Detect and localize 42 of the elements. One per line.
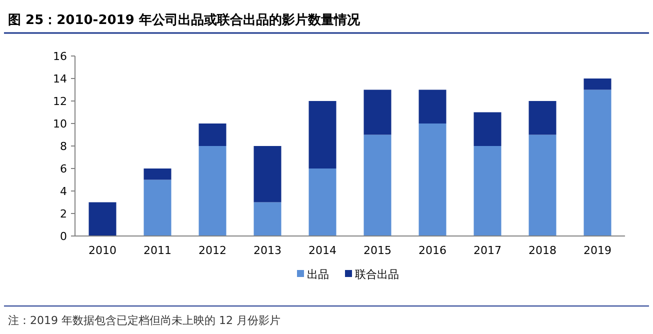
x-tick-label: 2014 [308, 244, 336, 257]
y-tick-label: 4 [60, 185, 67, 198]
y-tick-label: 0 [60, 230, 67, 243]
legend-label: 联合出品 [355, 268, 399, 281]
x-tick-label: 2015 [364, 244, 392, 257]
bar [144, 180, 172, 236]
y-tick-label: 14 [53, 72, 67, 86]
legend-label: 出品 [307, 268, 329, 281]
bar [418, 90, 446, 124]
x-tick-label: 2017 [474, 244, 502, 257]
bar [254, 202, 282, 236]
bar [308, 168, 336, 236]
bar [198, 124, 226, 146]
bar [528, 101, 556, 135]
x-tick-label: 2019 [584, 244, 612, 257]
bar [584, 90, 612, 236]
bar [418, 124, 446, 236]
bar [254, 146, 282, 202]
y-tick-label: 2 [60, 208, 67, 220]
chart-title: 图 25：2010-2019 年公司出品或联合出品的影片数量情况 [8, 12, 361, 28]
y-tick-label: 10 [53, 118, 67, 130]
x-tick-label: 2010 [88, 244, 116, 257]
bar [144, 168, 172, 180]
bar [308, 101, 336, 168]
x-tick-label: 2016 [418, 244, 446, 257]
bar [474, 112, 502, 146]
x-tick-label: 2011 [144, 244, 172, 257]
x-tick-label: 2018 [528, 244, 556, 257]
x-tick-label: 2012 [198, 244, 226, 257]
x-tick-label: 2013 [254, 244, 282, 257]
y-tick-label: 6 [60, 162, 67, 176]
bar [198, 146, 226, 236]
y-tick-label: 8 [60, 140, 67, 153]
y-tick-label: 12 [53, 95, 67, 108]
bar [474, 146, 502, 236]
bar [88, 202, 116, 236]
bar [364, 90, 392, 135]
bar [364, 134, 392, 236]
bar [584, 78, 612, 90]
bar [528, 134, 556, 236]
text: 注：2019 年数据包含已定档但尚未上映的 12 月份影片 [8, 314, 280, 327]
y-tick-label: 16 [53, 50, 67, 63]
